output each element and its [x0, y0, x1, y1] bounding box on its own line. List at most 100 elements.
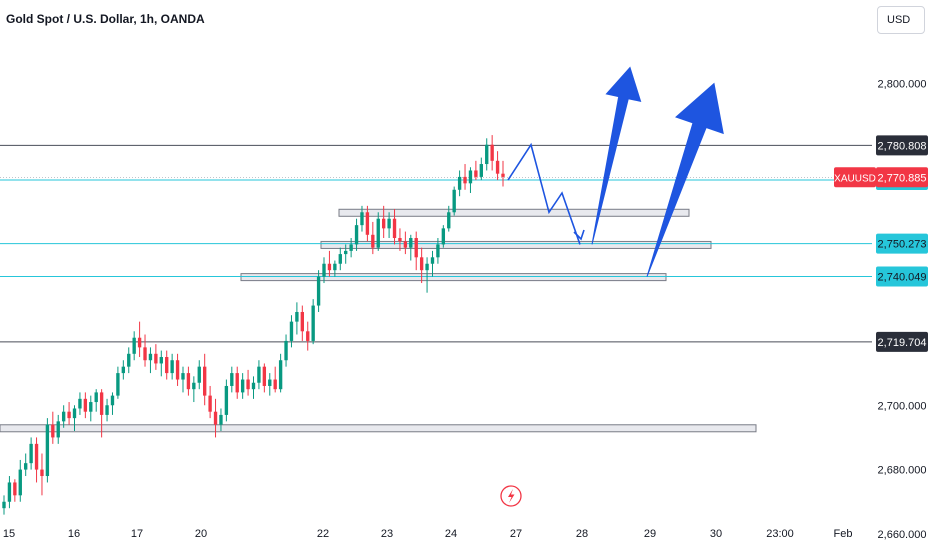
- x-tick-label: 20: [195, 528, 207, 540]
- x-tick-label: 22: [317, 528, 329, 540]
- lightning-icon[interactable]: [500, 485, 522, 507]
- x-tick-label: Feb: [834, 528, 853, 540]
- candle: [18, 459, 22, 502]
- svg-text:2,770.885: 2,770.885: [878, 172, 927, 184]
- forecast-arrow[interactable]: [591, 66, 642, 245]
- candle: [447, 205, 451, 232]
- candle: [268, 373, 272, 396]
- x-tick-label: 17: [131, 528, 143, 540]
- candle: [278, 353, 283, 393]
- candle: [78, 392, 82, 415]
- candle: [300, 305, 304, 341]
- chart-title: Gold Spot / U.S. Dollar, 1h, OANDA: [6, 12, 205, 26]
- candle: [186, 366, 191, 396]
- candle: [392, 209, 397, 245]
- y-tick-label: 2,660.000: [878, 529, 927, 541]
- candles: [2, 135, 505, 515]
- candle: [51, 411, 55, 444]
- x-tick-label: 30: [710, 528, 722, 540]
- candle: [257, 360, 261, 390]
- candle: [143, 334, 147, 367]
- candle: [430, 250, 435, 277]
- candle: [67, 402, 71, 425]
- candle: [273, 366, 277, 393]
- candle: [327, 250, 332, 277]
- candle: [230, 366, 234, 393]
- y-tick-label: 2,700.000: [878, 400, 927, 412]
- candle: [344, 244, 348, 264]
- candle: [13, 479, 17, 502]
- candle: [354, 218, 359, 251]
- currency-button[interactable]: USD: [877, 6, 925, 34]
- candle: [479, 157, 483, 181]
- candle: [485, 138, 489, 171]
- svg-text:XAUUSD: XAUUSD: [834, 173, 876, 184]
- candle: [121, 360, 126, 380]
- x-tick-label: 23:00: [766, 528, 794, 540]
- candle: [94, 389, 98, 412]
- candle: [333, 260, 337, 277]
- projection-line[interactable]: [507, 142, 581, 245]
- candle: [175, 353, 180, 386]
- candle: [501, 160, 505, 187]
- candle: [398, 228, 402, 251]
- symbol-price-label: XAUUSD 2,770.885: [834, 167, 928, 188]
- x-tick-label: 15: [3, 528, 15, 540]
- candle: [165, 350, 169, 380]
- candle: [61, 405, 66, 428]
- candle: [316, 270, 321, 312]
- candle: [419, 247, 424, 284]
- level-price-label: 2,780.808: [876, 135, 928, 156]
- support-zone[interactable]: [320, 240, 712, 249]
- candle: [203, 353, 207, 406]
- x-tick-label: 23: [381, 528, 393, 540]
- candle: [284, 334, 288, 367]
- candle: [457, 170, 462, 197]
- candle: [208, 385, 212, 419]
- candle: [365, 205, 370, 242]
- candle: [2, 495, 6, 515]
- y-axis: 2,800.000 2,700.000 2,680.000 2,660.000: [878, 79, 927, 541]
- candle: [127, 347, 131, 374]
- candle: [338, 247, 342, 271]
- candle: [262, 363, 267, 393]
- candle: [468, 167, 473, 193]
- level-price-label: 2,740.049: [876, 266, 928, 287]
- candle: [311, 299, 315, 345]
- x-axis: 15 16 17 20 22 23 24 27 28 29 30 23:00 Feb: [3, 528, 853, 540]
- support-zone[interactable]: [0, 424, 757, 433]
- svg-text:2,750.273: 2,750.273: [878, 239, 927, 251]
- y-tick-label: 2,680.000: [878, 465, 927, 477]
- candle: [105, 398, 109, 422]
- svg-text:2,719.704: 2,719.704: [878, 337, 927, 349]
- candle: [181, 366, 185, 393]
- candle: [381, 205, 386, 239]
- candle: [251, 376, 256, 399]
- support-zone[interactable]: [338, 208, 690, 217]
- x-tick-label: 28: [576, 528, 588, 540]
- candle: [89, 395, 93, 422]
- candle: [490, 135, 494, 171]
- candle: [474, 160, 478, 181]
- candle: [289, 315, 294, 348]
- candle: [409, 234, 413, 261]
- candle: [132, 331, 136, 361]
- candle: [137, 321, 142, 358]
- svg-text:2,780.808: 2,780.808: [878, 140, 927, 152]
- level-price-label: 2,719.704: [876, 331, 928, 352]
- candle: [235, 366, 239, 399]
- forecast-arrow[interactable]: [646, 82, 724, 277]
- price-labels: 2,780.8082,770.0272,750.2732,740.0492,71…: [834, 135, 928, 352]
- candle: [441, 225, 446, 248]
- candle: [192, 376, 196, 403]
- candle: [213, 398, 218, 438]
- candle: [116, 366, 120, 399]
- candle: [29, 437, 33, 470]
- candle: [24, 453, 28, 477]
- x-tick-label: 29: [644, 528, 656, 540]
- candle: [148, 347, 153, 374]
- support-zone[interactable]: [240, 273, 667, 282]
- candle: [170, 353, 174, 380]
